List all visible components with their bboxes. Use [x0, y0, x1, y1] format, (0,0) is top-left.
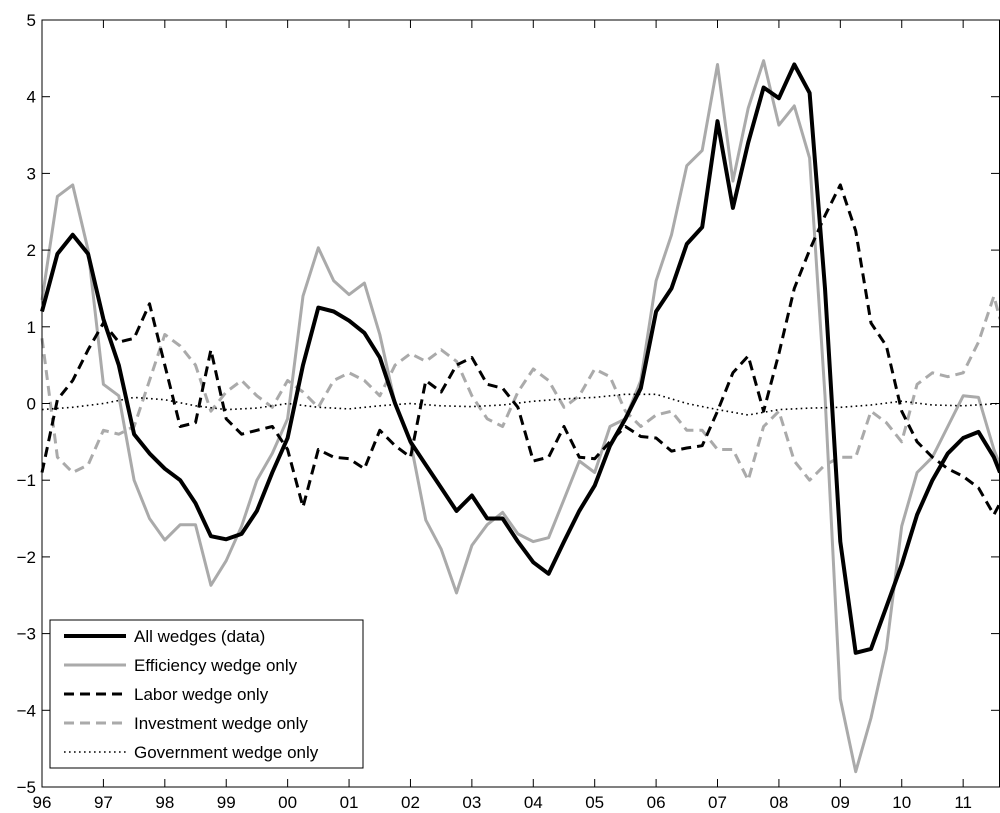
x-tick-label: 00	[278, 793, 297, 812]
series-line-2	[40, 183, 1000, 517]
y-tick-label: −4	[17, 701, 36, 720]
y-tick-label: 4	[27, 88, 36, 107]
legend: All wedges (data) Efficiency wedge only La…	[49, 619, 364, 769]
y-tick-label: 0	[27, 395, 36, 414]
x-tick-label: 98	[155, 793, 174, 812]
series-line-1	[40, 59, 1000, 774]
ticks-layer: 96 97 98 99 00 01 02 03 04 05 06 07 08 09 10 11543210−1…	[17, 11, 999, 812]
y-tick-label: 5	[27, 11, 36, 30]
x-tick-label: 96	[33, 793, 52, 812]
y-tick-label: −3	[17, 625, 36, 644]
y-tick-label: 1	[27, 318, 36, 337]
x-tick-label: 97	[94, 793, 113, 812]
x-tick-label: 10	[892, 793, 911, 812]
legend-label: Government wedge only	[134, 743, 319, 762]
series-layer	[40, 59, 1000, 774]
x-tick-label: 05	[585, 793, 604, 812]
legend-label: Efficiency wedge only	[134, 656, 298, 675]
y-tick-label: 3	[27, 164, 36, 183]
legend-label: Investment wedge only	[134, 714, 308, 733]
legend-label: Labor wedge only	[134, 685, 269, 704]
series-line-0	[40, 62, 1000, 655]
series-line-4	[41, 393, 1000, 416]
x-tick-label: 02	[401, 793, 420, 812]
x-tick-label: 07	[708, 793, 727, 812]
x-tick-label: 09	[831, 793, 850, 812]
x-tick-label: 06	[647, 793, 666, 812]
x-tick-label: 04	[524, 793, 543, 812]
x-tick-label: 99	[217, 793, 236, 812]
series-line-3	[40, 294, 1000, 482]
x-tick-label: 01	[340, 793, 359, 812]
legend-label: All wedges (data)	[134, 627, 265, 646]
x-tick-label: 08	[769, 793, 788, 812]
y-tick-label: −2	[17, 548, 36, 567]
x-tick-label: 03	[462, 793, 481, 812]
y-tick-label: −5	[17, 778, 36, 797]
y-tick-label: 2	[27, 241, 36, 260]
x-tick-label: 11	[954, 793, 972, 812]
y-tick-label: −1	[17, 471, 36, 490]
